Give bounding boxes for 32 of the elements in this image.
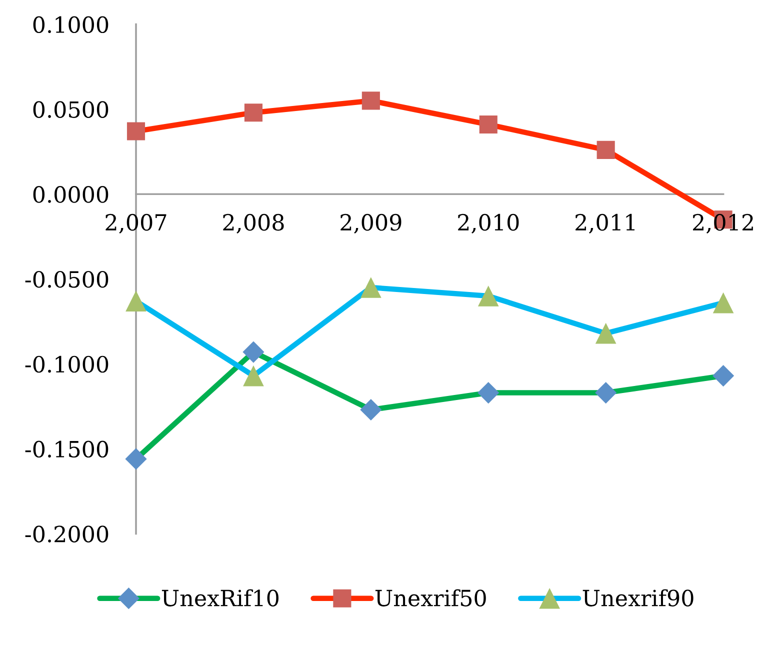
y-tick-label: -0.1500 (25, 440, 108, 458)
x-tick-label: 2,010 (458, 214, 519, 234)
y-tick-label: -0.2000 (25, 526, 108, 542)
x-tick-label: 2,007 (106, 214, 166, 234)
point (479, 115, 498, 134)
point (244, 104, 262, 122)
point (126, 290, 146, 312)
point (243, 365, 264, 386)
legend-label: UnexRif10 (162, 589, 278, 606)
point (595, 382, 617, 404)
point (362, 92, 380, 110)
point (126, 122, 146, 140)
y-tick-label: 0.1000 (33, 16, 108, 34)
point (712, 364, 734, 387)
point (595, 322, 616, 344)
point (596, 140, 615, 159)
point (125, 448, 147, 470)
y-tick-label: 0.0000 (33, 186, 108, 203)
x-tick-label: 2,009 (340, 214, 402, 234)
point (478, 382, 500, 404)
legend-label: Unexrif50 (375, 589, 486, 606)
y-tick-label: -0.0500 (25, 270, 108, 288)
point (242, 341, 264, 363)
point (712, 292, 734, 314)
y-tick-label: -0.1000 (25, 356, 108, 373)
point (360, 398, 382, 421)
point (360, 277, 382, 298)
y-tick-label: 0.0500 (33, 101, 108, 118)
x-tick-label: 2,011 (576, 214, 634, 234)
legend-label: Unexrif90 (582, 589, 694, 606)
x-tick-label: 2,008 (223, 214, 284, 234)
point (478, 286, 499, 306)
